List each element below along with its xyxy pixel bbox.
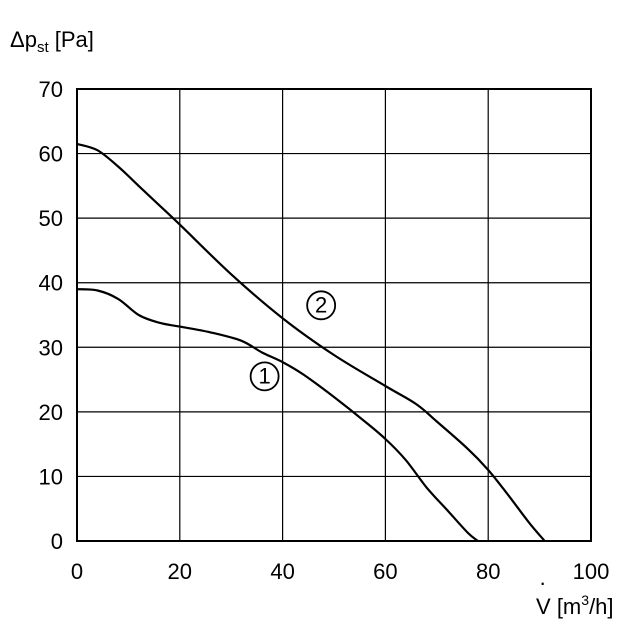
x-tick-label: 80 [476, 559, 500, 584]
curve-label-1: 1 [258, 363, 270, 388]
x-axis-title: V [m3/h] · [536, 570, 614, 619]
x-tick-label: 60 [373, 559, 397, 584]
curve-2 [76, 142, 546, 542]
curve-1 [76, 288, 479, 542]
flow-dot-mark: · [539, 570, 546, 595]
y-tick-label: 10 [39, 464, 63, 489]
curves [76, 142, 546, 542]
y-tick-labels: 0 10 20 30 40 50 60 70 [39, 77, 63, 554]
curve-label-2: 2 [315, 292, 327, 317]
y-tick-label: 70 [39, 77, 63, 102]
x-tick-label: 0 [71, 559, 83, 584]
svg-text:V [m3/h]: V [m3/h] [536, 592, 614, 619]
x-tick-label: 20 [168, 559, 192, 584]
y-tick-label: 30 [39, 335, 63, 360]
grid-lines [77, 89, 591, 541]
x-tick-label: 100 [573, 559, 610, 584]
y-tick-label: 60 [39, 142, 63, 167]
x-tick-label: 40 [270, 559, 294, 584]
y-tick-label: 0 [51, 529, 63, 554]
y-tick-label: 40 [39, 271, 63, 296]
y-axis-title: Δpst [Pa] [10, 27, 94, 56]
plot-frame [76, 88, 592, 542]
curve-label-circle-2 [306, 290, 337, 321]
curve-label-circle-1 [249, 361, 280, 392]
y-tick-label: 50 [39, 206, 63, 231]
x-tick-labels: 0 20 40 60 80 100 [71, 559, 609, 584]
curve-labels: 12 [249, 290, 337, 392]
y-tick-label: 20 [39, 400, 63, 425]
